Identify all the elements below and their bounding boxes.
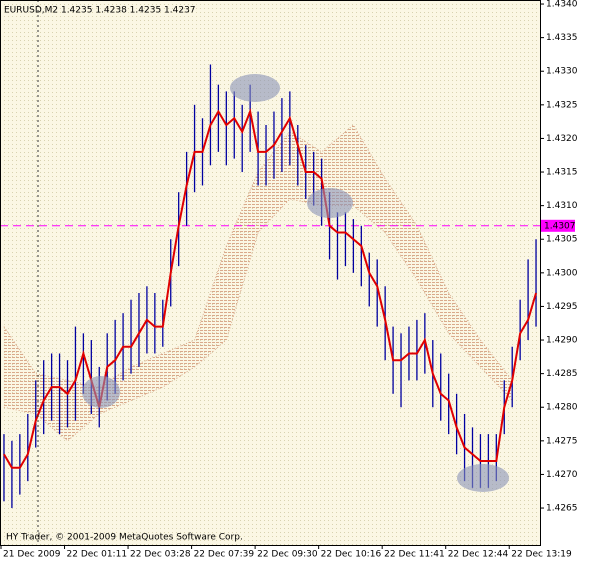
y-tick-label: 1.4290 bbox=[546, 336, 578, 346]
y-tick-label: 1.4275 bbox=[546, 436, 578, 446]
highlight bbox=[307, 188, 353, 218]
highlight bbox=[457, 464, 509, 492]
chart-header: EURUSD,M2 1.4235 1.4238 1.4235 1.4237 bbox=[4, 6, 196, 16]
y-tick-label: 1.4265 bbox=[546, 504, 578, 514]
x-tick-label: 22 Dec 09:30 bbox=[257, 550, 318, 560]
y-tick-label: 1.4285 bbox=[546, 369, 578, 379]
copyright: HY Trader, © 2001-2009 MetaQuotes Softwa… bbox=[6, 533, 243, 543]
y-tick-label: 1.4270 bbox=[546, 470, 578, 480]
y-tick-label: 1.4315 bbox=[546, 168, 578, 178]
y-tick-label: 1.4280 bbox=[546, 403, 578, 413]
highlights bbox=[82, 74, 509, 492]
y-tick-label: 1.4325 bbox=[546, 100, 578, 110]
x-tick-label: 22 Dec 07:39 bbox=[194, 550, 255, 560]
axes: 1.4265 1.4270 1.4275 1.4280 1.4285 1.4290 1.42… bbox=[0, 0, 578, 560]
x-tick-label: 22 Dec 01:11 bbox=[67, 550, 128, 560]
y-tick-label: 1.4310 bbox=[546, 201, 578, 211]
current-price-label: 1.4307 bbox=[544, 221, 576, 231]
highlight bbox=[230, 74, 280, 102]
y-tick-label: 1.4305 bbox=[546, 235, 578, 245]
highlight bbox=[82, 376, 120, 408]
y-tick-label: 1.4295 bbox=[546, 302, 578, 312]
y-tick-label: 1.4335 bbox=[546, 33, 578, 43]
x-tick-label: 22 Dec 11:41 bbox=[384, 550, 445, 560]
current-price-box bbox=[541, 219, 575, 232]
y-tick-label: 1.4330 bbox=[546, 67, 578, 77]
cloud-area bbox=[3, 124, 513, 441]
x-tick-label: 22 Dec 10:16 bbox=[321, 550, 382, 560]
y-tick-label: 1.4300 bbox=[546, 268, 578, 278]
x-tick-label: 22 Dec 03:28 bbox=[130, 550, 191, 560]
x-tick-label: 22 Dec 12:44 bbox=[448, 550, 509, 560]
x-tick-label: 22 Dec 13:19 bbox=[511, 550, 572, 560]
x-tick-label: 21 Dec 2009 bbox=[3, 550, 61, 560]
y-tick-label: 1.4340 bbox=[546, 0, 578, 10]
y-tick-label: 1.4320 bbox=[546, 134, 578, 144]
